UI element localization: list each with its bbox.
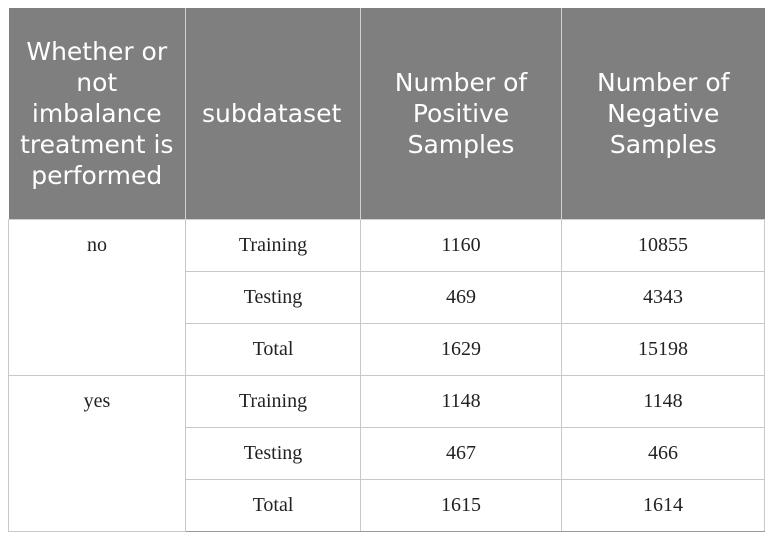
table-row: yes Training 1148 1148 <box>8 375 765 532</box>
negative-count-cell: 1148 <box>561 375 765 428</box>
negative-count-cell: 466 <box>561 427 765 480</box>
negative-count-cell: 1614 <box>561 479 765 532</box>
positive-count-cell: 469 <box>360 271 562 324</box>
header-row: Whether or not imbalance treatment is pe… <box>8 8 765 220</box>
table-row: Testing 467 466 <box>9 427 765 480</box>
subdataset-cell: Testing <box>185 427 361 480</box>
table-row: Testing 469 4343 <box>9 271 765 324</box>
group-label-yes: yes <box>8 375 186 532</box>
subdataset-cell: Total <box>185 479 361 532</box>
negative-count-cell: 10855 <box>561 219 765 272</box>
header-positive-samples: Number of Positive Samples <box>360 8 562 220</box>
table-row: Total 1615 1614 <box>9 479 765 532</box>
table-header: Whether or not imbalance treatment is pe… <box>8 8 765 220</box>
data-table: Whether or not imbalance treatment is pe… <box>8 8 765 532</box>
subdataset-cell: Training <box>185 375 361 428</box>
header-subdataset: subdataset <box>185 8 361 220</box>
header-imbalance-treatment: Whether or not imbalance treatment is pe… <box>8 8 186 220</box>
positive-count-cell: 1629 <box>360 323 562 376</box>
table-body: no Training 1160 10855 Testing 469 4343 … <box>8 219 765 532</box>
subdataset-cell: Total <box>185 323 361 376</box>
table-row: no Training 1160 10855 <box>8 219 765 376</box>
subdataset-cell: Training <box>185 219 361 272</box>
positive-count-cell: 1148 <box>360 375 562 428</box>
negative-count-cell: 15198 <box>561 323 765 376</box>
group-label-no: no <box>8 219 186 376</box>
positive-count-cell: 1160 <box>360 219 562 272</box>
positive-count-cell: 467 <box>360 427 562 480</box>
table-row: Total 1629 15198 <box>9 323 765 376</box>
negative-count-cell: 4343 <box>561 271 765 324</box>
positive-count-cell: 1615 <box>360 479 562 532</box>
header-negative-samples: Number of Negative Samples <box>561 8 765 220</box>
subdataset-cell: Testing <box>185 271 361 324</box>
